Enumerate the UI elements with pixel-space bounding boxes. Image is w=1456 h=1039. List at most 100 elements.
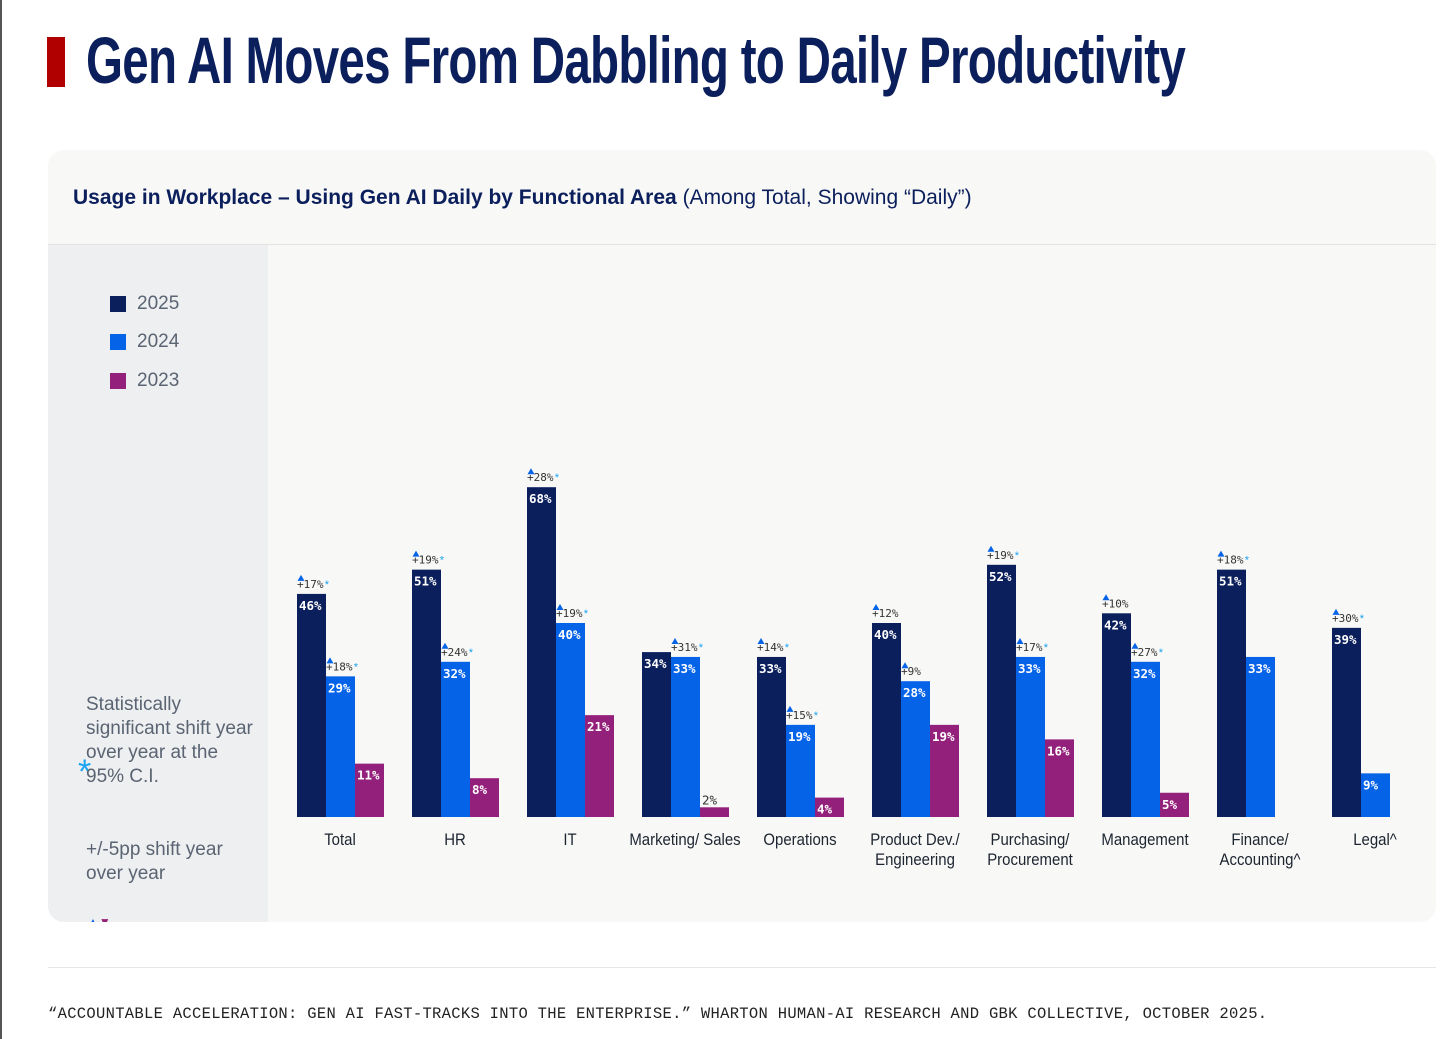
up-triangle-icon [757,637,765,644]
bar-value-label: 46% [299,598,322,613]
bar-2023 [700,807,729,817]
bar-value-label: 52% [989,569,1012,584]
change-label: +30% [1332,612,1359,625]
category-label: Procurement [987,851,1073,869]
bar-value-label: 42% [1104,617,1127,632]
bar-2023 [355,763,384,817]
bar-2025 [297,593,326,817]
significance-asterisk: * [325,579,330,591]
bar-value-label: 33% [673,661,696,676]
legend-item-2024: 2024 [110,331,179,353]
change-label: +19% [556,607,583,620]
legend-item-2025: 2025 [110,293,179,315]
category-label: Legal^ [1353,831,1397,849]
up-triangle-icon [441,642,449,649]
category-label: Operations [763,831,836,849]
up-triangle-icon [901,662,909,669]
significance-asterisk: * [1245,555,1250,567]
category-label: Engineering [875,851,955,869]
significance-asterisk: * [785,642,790,654]
bar-2024 [901,681,930,817]
category-label: IT [563,831,576,849]
bar-value-label: 33% [759,661,782,676]
bar-2024 [441,661,470,817]
bar-value-label: 51% [1219,574,1242,589]
bar-value-label: 39% [1334,632,1357,647]
bar-2025 [1102,613,1131,817]
change-label: +17% [297,578,324,591]
change-label: +14% [757,641,784,654]
legend-label: 2023 [137,370,180,391]
bar-2023 [470,778,499,817]
significance-asterisk: * [1159,647,1164,659]
bar-2025 [872,623,901,817]
legend-label: 2024 [137,331,180,352]
up-triangle-icon [412,550,420,557]
legend-panel: 2025 2024 2023 * Statistically significa… [48,245,268,922]
bar-2024 [671,656,700,817]
significance-asterisk: * [555,472,560,484]
change-label: +17% [1016,641,1043,654]
bar-2024 [1246,656,1275,817]
significance-asterisk: * [814,710,819,722]
bar-value-label: 4% [817,802,833,817]
bar-2024 [556,623,585,817]
category-label: Finance/ [1231,831,1289,849]
change-label: +12% [872,607,899,620]
bar-value-label: 28% [903,685,926,700]
change-label: +15% [786,709,813,722]
bar-value-label: 19% [788,729,811,744]
up-down-triangle-icon: ▲▼ [87,915,111,922]
up-triangle-icon [1016,637,1024,644]
bar-2023 [1045,739,1074,817]
bar-2023 [815,797,844,817]
bar-value-label: 34% [644,656,667,671]
bar-value-label: 33% [1018,661,1041,676]
up-triangle-icon [1332,608,1340,615]
up-triangle-icon [297,574,305,581]
legend-label: 2025 [137,293,180,314]
bar-2025 [987,564,1016,817]
legend-swatch [110,373,126,389]
bar-value-label: 51% [414,574,437,589]
change-label: +9% [901,665,921,678]
source-footer: “ACCOUNTABLE ACCELERATION: GEN AI FAST-T… [48,1005,1268,1023]
change-label: +19% [987,549,1014,562]
up-triangle-icon [987,545,995,552]
chart-subtitle-bold: Usage in Workplace – Using Gen AI Daily … [73,186,677,209]
significance-asterisk: * [1044,642,1049,654]
up-triangle-icon [1217,550,1225,557]
bar-value-label: 29% [328,680,351,695]
chart-subtitle: Usage in Workplace – Using Gen AI Daily … [73,186,972,210]
bar-value-label: 9% [1363,777,1379,792]
bar-value-label: 5% [1162,797,1178,812]
significance-asterisk: * [1015,550,1020,562]
legend-swatch [110,334,126,350]
category-label: Marketing/ Sales [629,831,740,849]
bar-value-label: 32% [1133,666,1156,681]
bar-value-label: 19% [932,729,955,744]
category-label: Accounting^ [1220,851,1301,869]
bar-value-label: 32% [443,666,466,681]
legend-item-2023: 2023 [110,370,179,392]
bar-2024 [1361,773,1390,817]
change-label: +31% [671,641,698,654]
change-label: +18% [326,660,353,673]
up-triangle-icon [1102,594,1110,601]
bar-2024 [1131,661,1160,817]
up-triangle-icon [786,705,794,712]
category-label: Product Dev./ [870,831,960,849]
footer-divider [48,967,1436,968]
bar-2023 [585,715,614,817]
bar-value-label: 40% [874,627,897,642]
bar-2023 [1160,792,1189,817]
bar-value-label: 8% [472,782,488,797]
significance-asterisk: * [1360,613,1365,625]
change-label: +27% [1131,646,1158,659]
category-label: HR [444,831,466,849]
up-triangle-icon [527,468,535,475]
category-label: Purchasing/ [991,831,1070,849]
chart-header: Usage in Workplace – Using Gen AI Daily … [48,150,1436,245]
bar-2025 [642,652,671,817]
